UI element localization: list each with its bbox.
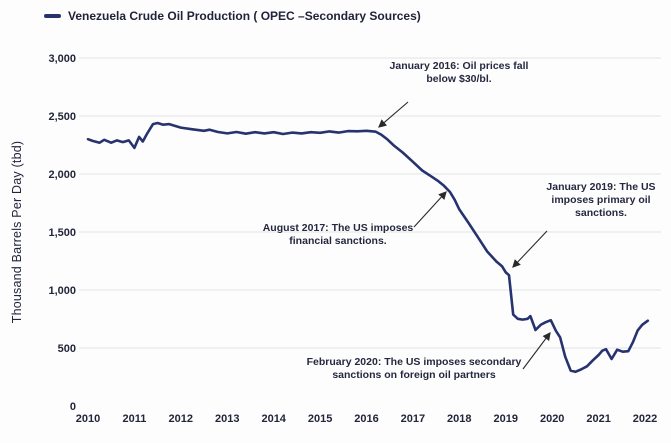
legend-line-swatch bbox=[44, 14, 61, 18]
data-series bbox=[86, 121, 650, 374]
y-tick-label: 0 bbox=[70, 401, 76, 413]
x-tick-label: 2016 bbox=[354, 413, 378, 425]
x-tick-label: 2019 bbox=[494, 413, 518, 425]
axis-labels: 0 500 1,000 1,500 2,000 2,500 3,000 2010 2011 201… bbox=[48, 53, 657, 425]
x-tick-label: 2011 bbox=[122, 413, 146, 425]
y-tick-label: 3,000 bbox=[48, 53, 76, 65]
annotation-line: sanctions on foreign oil partners bbox=[332, 369, 496, 381]
annotation-line: August 2017: The US imposes bbox=[262, 222, 414, 234]
annotation-line: financial sanctions. bbox=[289, 235, 387, 247]
x-tick-label: 2020 bbox=[540, 413, 564, 425]
x-tick-label: 2015 bbox=[308, 413, 332, 425]
annotation: January 2019: The US imposes primary oil s… bbox=[546, 181, 655, 220]
x-tick-label: 2013 bbox=[215, 413, 239, 425]
x-tick-label: 2010 bbox=[76, 413, 100, 425]
annotation-line: below $30/bl. bbox=[426, 73, 492, 85]
annotation-arrow bbox=[522, 332, 551, 370]
x-tick-label: 2012 bbox=[169, 413, 193, 425]
x-tick-label: 2022 bbox=[633, 413, 657, 425]
annotation-line: January 2019: The US bbox=[546, 181, 656, 193]
x-tick-label: 2018 bbox=[447, 413, 471, 425]
x-tick-label: 2014 bbox=[261, 413, 286, 425]
y-tick-label: 1,500 bbox=[48, 227, 76, 239]
annotation: January 2016: Oil prices fall below $30/b… bbox=[390, 60, 529, 86]
y-tick-label: 2,500 bbox=[48, 111, 76, 123]
legend: Venezuela Crude Oil Production ( OPEC –S… bbox=[44, 9, 421, 23]
production-line bbox=[86, 121, 650, 374]
x-tick-label: 2017 bbox=[401, 413, 425, 425]
y-tick-label: 2,000 bbox=[48, 169, 76, 181]
legend-label: Venezuela Crude Oil Production ( OPEC –S… bbox=[68, 9, 421, 23]
annotation-arrows bbox=[378, 101, 551, 370]
gridlines bbox=[79, 57, 661, 349]
annotation-line: imposes primary oil bbox=[551, 194, 651, 206]
annotation-arrow bbox=[413, 191, 447, 228]
annotation-line: January 2016: Oil prices fall bbox=[389, 60, 529, 72]
y-tick-label: 1,000 bbox=[48, 285, 76, 297]
annotation-line: February 2020: The US imposes secondary bbox=[306, 356, 522, 368]
annotation-arrow bbox=[512, 230, 548, 268]
annotation-arrow bbox=[378, 101, 409, 128]
annotation: February 2020: The US imposes secondary s… bbox=[307, 356, 522, 382]
annotation-line: sanctions. bbox=[575, 207, 627, 219]
y-tick-label: 500 bbox=[58, 343, 76, 355]
x-tick-label: 2021 bbox=[586, 413, 610, 425]
annotation: August 2017: The US imposes financial san… bbox=[263, 222, 414, 248]
